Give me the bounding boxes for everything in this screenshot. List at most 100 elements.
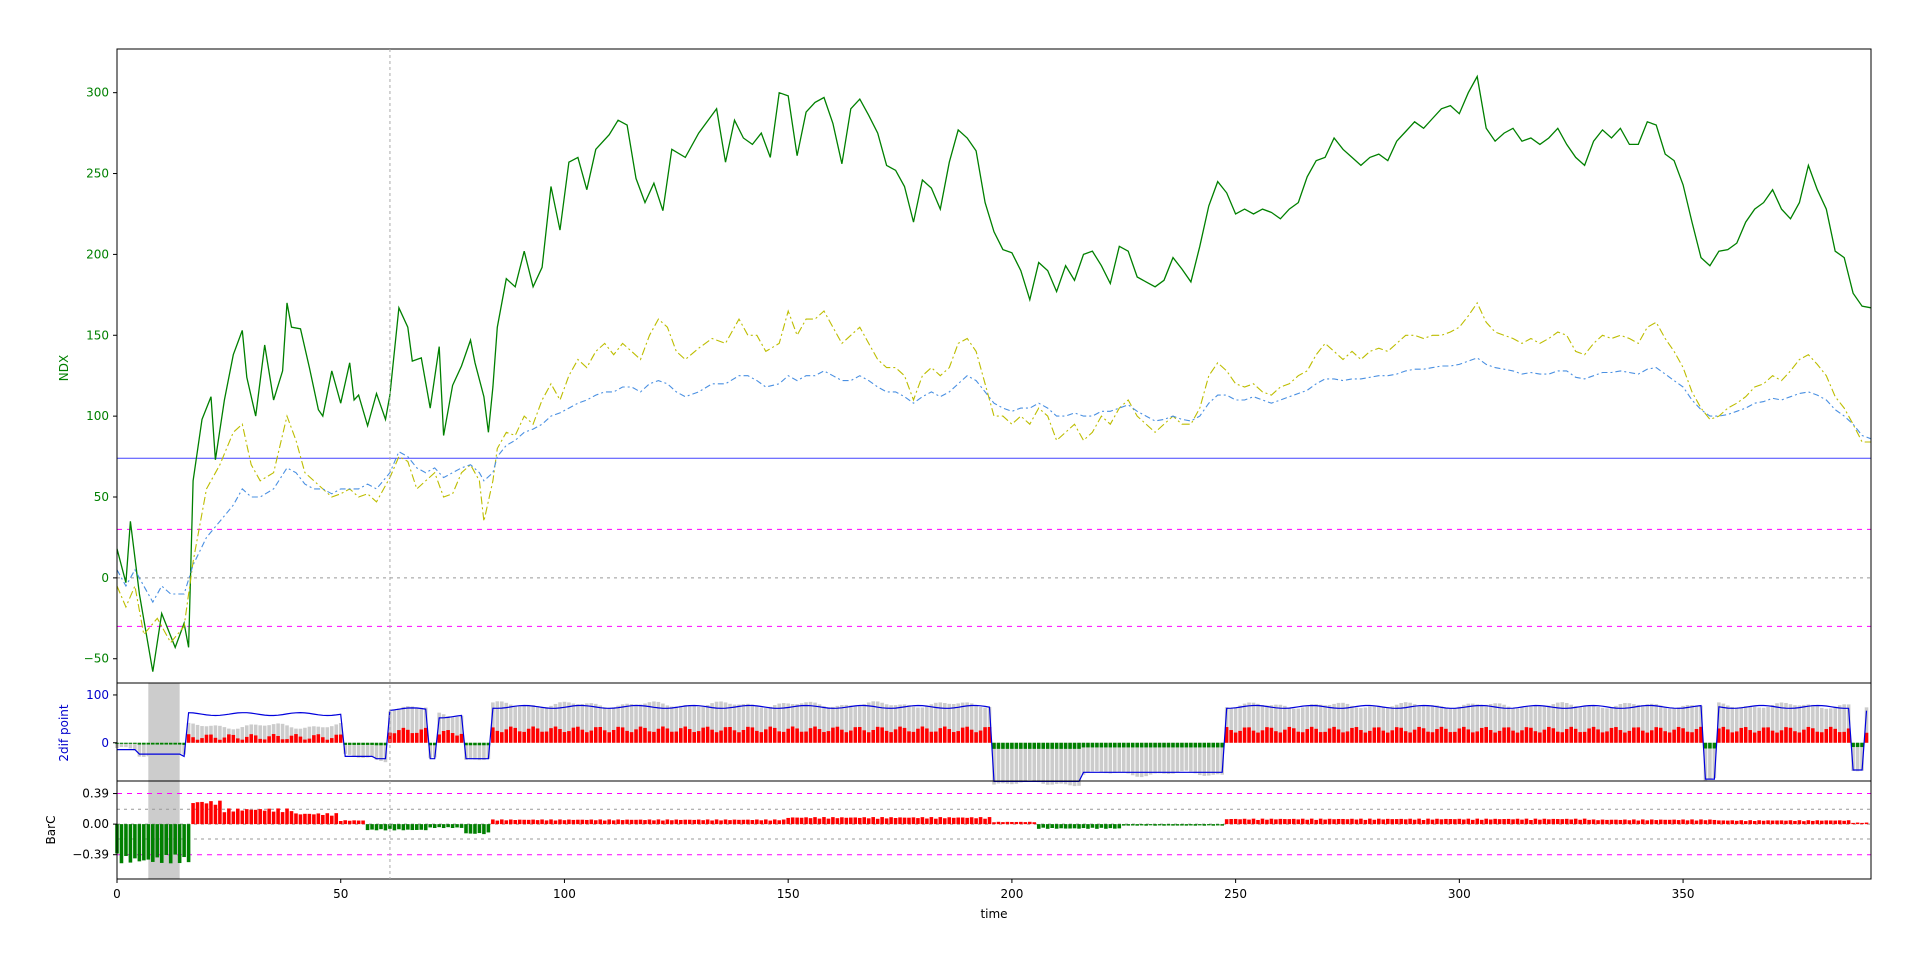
positive-bar xyxy=(508,726,513,743)
gray-bar xyxy=(168,742,173,757)
positive-bar xyxy=(441,730,446,743)
negative-bar xyxy=(1121,742,1126,748)
barc-positive-bar xyxy=(1520,819,1524,825)
positive-bar xyxy=(884,730,889,743)
barc-negative-bar xyxy=(1072,824,1077,829)
gray-bar xyxy=(1632,704,1636,743)
positive-bar xyxy=(947,729,952,743)
barc-y-tick-label: −0.39 xyxy=(72,848,109,862)
barc-positive-bar xyxy=(1636,820,1641,825)
barc-negative-bar xyxy=(119,824,124,864)
barc-positive-bar xyxy=(209,801,213,825)
barc-negative-bar xyxy=(473,824,477,834)
barc-positive-bar xyxy=(1721,820,1726,825)
gray-bar xyxy=(795,704,799,743)
gray-bar xyxy=(1305,705,1310,743)
barc-y-ticks: 0.39 0.00 −0.39 xyxy=(72,787,117,862)
gray-bar xyxy=(678,705,683,743)
barc-positive-bar xyxy=(996,821,1001,825)
barc-negative-bar xyxy=(168,824,173,864)
barc-positive-bar xyxy=(1488,819,1493,825)
point-y-tick-label: 0 xyxy=(101,736,109,750)
gray-bar xyxy=(1300,707,1305,743)
positive-bar xyxy=(692,732,696,743)
barc-positive-bar xyxy=(1542,818,1547,825)
positive-bar xyxy=(710,729,714,743)
barc-positive-bar xyxy=(1681,819,1685,825)
barc-positive-bar xyxy=(1699,819,1703,825)
barc-positive-bar xyxy=(701,820,705,825)
barc-negative-bar xyxy=(146,824,151,860)
gray-bar xyxy=(884,704,889,743)
positive-bar xyxy=(1538,732,1542,743)
positive-bar xyxy=(459,733,464,743)
positive-bar xyxy=(880,727,884,743)
negative-bar xyxy=(1045,742,1050,749)
gray-bar xyxy=(289,727,294,743)
gray-bar xyxy=(1095,742,1099,772)
barc-negative-bar xyxy=(392,824,397,831)
barc-positive-bar xyxy=(723,819,728,825)
gray-bar xyxy=(276,723,280,743)
barc-positive-bar xyxy=(576,819,580,825)
gray-bar xyxy=(1524,706,1529,743)
negative-bar xyxy=(1041,742,1046,749)
barc-positive-bar xyxy=(1609,819,1614,825)
barc-positive-bar xyxy=(719,820,723,825)
positive-bar xyxy=(491,727,495,743)
gray-bar xyxy=(1059,742,1063,784)
gray-bar xyxy=(1846,704,1851,743)
positive-bar xyxy=(652,731,656,743)
gray-bar xyxy=(1726,705,1730,743)
barc-positive-bar xyxy=(1734,820,1739,825)
barc-positive-bar xyxy=(1417,818,1421,825)
barc-positive-bar xyxy=(714,819,719,825)
positive-bar xyxy=(1430,732,1435,743)
barc-negative-bar xyxy=(441,824,446,829)
barc-positive-bar xyxy=(522,819,526,825)
barc-negative-bar xyxy=(446,824,450,828)
barc-positive-bar xyxy=(844,817,849,825)
barc-negative-bar xyxy=(383,824,388,831)
gray-bar xyxy=(907,705,911,743)
barc-negative-bar xyxy=(1095,824,1099,829)
barc-panel-content xyxy=(115,793,1871,864)
barc-positive-bar xyxy=(1726,820,1730,825)
barc-negative-bar xyxy=(1198,824,1202,826)
positive-bar xyxy=(227,734,231,743)
positive-bar xyxy=(817,729,822,743)
barc-negative-bar xyxy=(1086,824,1090,829)
negative-bar xyxy=(1019,742,1023,749)
gray-bar xyxy=(1153,742,1157,774)
barc-positive-bar xyxy=(1028,821,1032,825)
negative-bar xyxy=(1193,742,1198,748)
gray-bar xyxy=(1435,705,1439,743)
gray-bar xyxy=(1327,704,1332,743)
barc-positive-bar xyxy=(974,818,978,825)
barc-positive-bar xyxy=(853,817,858,825)
positive-bar xyxy=(1497,730,1502,743)
gray-bar xyxy=(1014,742,1019,784)
negative-bar xyxy=(1180,742,1184,748)
negative-bar xyxy=(1117,742,1122,748)
positive-bar xyxy=(1542,729,1547,743)
positive-bar xyxy=(1730,732,1735,743)
positive-bar xyxy=(1256,732,1260,743)
gray-bar xyxy=(826,707,831,743)
gray-bar xyxy=(629,704,634,743)
gray-bar xyxy=(1837,705,1842,743)
gray-bar xyxy=(298,728,303,743)
barc-positive-bar xyxy=(1578,819,1582,825)
positive-bar xyxy=(656,728,661,743)
positive-bar xyxy=(1305,729,1310,743)
barc-positive-bar xyxy=(307,813,312,825)
negative-bar xyxy=(1113,742,1117,748)
positive-bar xyxy=(1636,727,1641,743)
negative-bar xyxy=(1104,742,1108,748)
x-axis-ticks: 0 50 100 150 200 250 300 350 xyxy=(113,879,1695,901)
barc-positive-bar xyxy=(1332,819,1336,825)
negative-bar xyxy=(164,742,169,745)
barc-positive-bar xyxy=(1457,818,1462,825)
gray-bar xyxy=(249,724,254,743)
barc-positive-bar xyxy=(298,814,303,825)
